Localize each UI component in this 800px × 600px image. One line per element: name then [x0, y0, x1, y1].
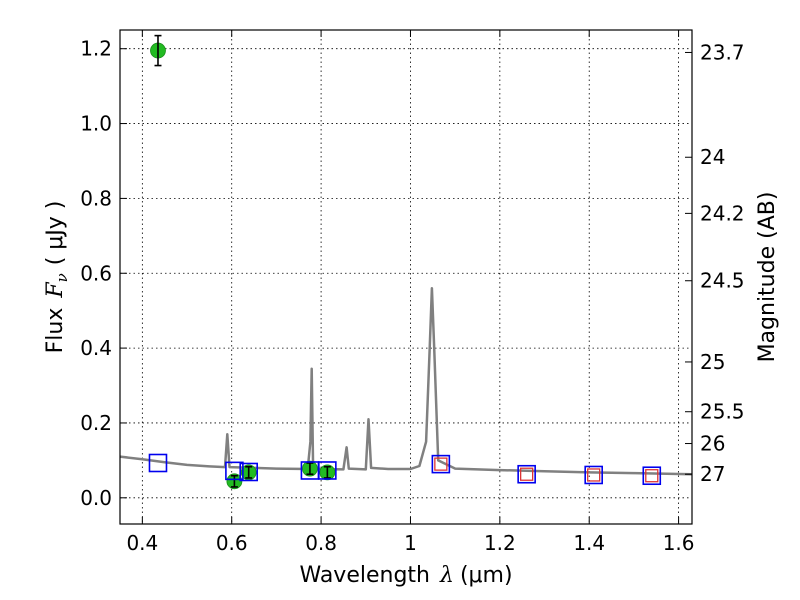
y2-tick-label: 23.7 [700, 40, 745, 64]
model-photometry-square [517, 464, 536, 484]
y2-tick-label: 25.5 [700, 400, 745, 424]
sed-line-path [119, 286, 693, 476]
upper-limit-square [587, 468, 601, 482]
model-squares [148, 453, 662, 486]
y2-axis-label: Magnitude (AB) [755, 192, 780, 363]
upper-limit-square [645, 469, 659, 483]
x-axis-label-prefix: Wavelength [299, 563, 430, 588]
observed-points [150, 34, 336, 490]
x-axis-label: Wavelength λ (μm) [299, 563, 512, 588]
x-axis-symbol: λ [439, 563, 454, 588]
y-axis-unit: ( μJy ) [43, 201, 68, 266]
model-photometry-square [318, 461, 337, 480]
y-tick-label: 1.0 [80, 112, 112, 136]
y2-tick-label: 25 [700, 350, 725, 374]
sed-model-line [119, 286, 693, 476]
x-tick-label: 0.6 [216, 531, 248, 555]
x-tick-label: 1.4 [573, 531, 605, 555]
y-tick-label: 0.2 [80, 411, 112, 435]
y-axis-ticks: 0.0 0.2 0.4 0.6 0.8 1.0 1.2 [80, 37, 127, 510]
y2-tick-label: 24.2 [700, 201, 745, 225]
x-tick-label: 1.2 [484, 531, 516, 555]
plot-frame [119, 29, 693, 525]
upper-limit-square [434, 457, 448, 471]
y-tick-label: 0.0 [80, 486, 112, 510]
x-tick-label: 1.6 [663, 531, 695, 555]
model-photometry-square [148, 453, 168, 473]
model-photometry-square [239, 462, 258, 482]
y-axis-symbol: F [43, 282, 68, 299]
y2-tick-label: 24 [700, 145, 725, 169]
y-tick-label: 0.4 [80, 336, 112, 360]
x-axis-ticks: 0.4 0.6 0.8 1 1.2 1.4 1.6 [126, 30, 695, 555]
y2-tick-label: 24.5 [700, 269, 745, 293]
x-tick-label: 1 [404, 531, 417, 555]
model-photometry-square [225, 461, 244, 481]
y-axis-label: Flux Fν ( μJy ) [43, 201, 71, 354]
plot-background [120, 30, 692, 524]
model-photometry-square [642, 466, 662, 486]
y-axis-subscript: ν [53, 273, 71, 282]
y-tick-label: 1.2 [80, 37, 112, 61]
grid [120, 30, 692, 524]
model-photometry-square [584, 465, 603, 485]
model-photometry-square [431, 454, 451, 474]
y-tick-label: 0.6 [80, 261, 112, 285]
x-tick-label: 0.4 [126, 531, 158, 555]
y2-tick-label: 26 [700, 432, 725, 456]
y-axis-label-prefix: Flux [43, 308, 68, 354]
upper-limit-square [520, 467, 534, 481]
x-axis-unit: (μm) [460, 563, 513, 588]
y-tick-label: 0.8 [80, 186, 112, 210]
x-tick-label: 0.8 [305, 531, 337, 555]
y2-tick-label: 27 [700, 462, 725, 486]
y2-axis-ticks: 23.7 24 24.2 24.5 25 25.5 26 27 [685, 40, 745, 486]
